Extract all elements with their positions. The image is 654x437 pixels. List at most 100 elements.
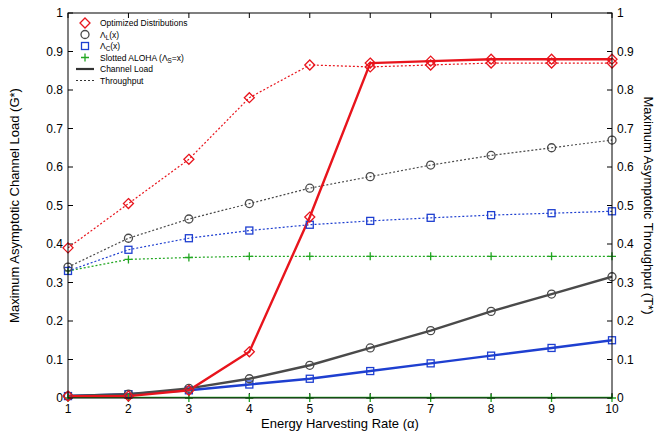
x-tick-label: 4: [246, 402, 253, 416]
y2-tick: [607, 128, 612, 129]
series-marker: [306, 184, 314, 192]
series-marker: [367, 217, 374, 224]
legend-marker: [81, 31, 89, 39]
x-tick: [249, 13, 250, 18]
series-marker: [306, 361, 314, 369]
series-marker: [245, 252, 253, 260]
legend-label: Optimized Distributions: [100, 18, 187, 28]
series-marker: [184, 385, 194, 395]
series-marker: [427, 327, 435, 335]
y-tick-label: 0.7: [46, 122, 63, 136]
series-marker: [123, 199, 133, 209]
series-marker: [486, 54, 496, 64]
y-tick-label: 0.9: [46, 45, 63, 59]
x-tick: [491, 13, 492, 18]
y2-tick-label: 0.3: [617, 276, 634, 290]
series-marker: [548, 290, 556, 298]
series-line: [68, 59, 612, 396]
plot-frame: [68, 13, 612, 398]
chart: 1234567891000.10.20.30.40.50.60.70.80.91…: [0, 0, 654, 437]
series-marker: [488, 352, 495, 359]
y-tick: [68, 282, 73, 283]
series-marker: [548, 344, 555, 351]
x-tick: [370, 13, 371, 18]
series-marker: [245, 375, 253, 383]
series-marker: [365, 58, 375, 68]
series-marker: [367, 368, 374, 375]
y-tick-label: 0.5: [46, 199, 63, 213]
series-marker: [427, 360, 434, 367]
y-tick-label: 0.4: [46, 237, 63, 251]
legend-label: ΛC(x): [100, 41, 120, 52]
series-line: [68, 140, 612, 267]
series-marker: [305, 212, 315, 222]
series-marker: [487, 252, 495, 260]
y-tick-label: 0: [56, 391, 63, 405]
y-tick-label: 0.2: [46, 314, 63, 328]
y2-tick: [607, 51, 612, 52]
series-marker: [246, 227, 253, 234]
legend-marker: [80, 18, 90, 28]
y2-tick: [607, 167, 612, 168]
series-marker: [184, 154, 194, 164]
y2-tick-label: 0: [617, 391, 624, 405]
x-tick-label: 1: [65, 402, 72, 416]
series-marker: [548, 210, 555, 217]
y2-tick-label: 0.2: [617, 314, 634, 328]
y-tick-label: 1: [56, 6, 63, 20]
y2-tick-label: 0.1: [617, 353, 634, 367]
legend-marker: [81, 54, 89, 62]
legend-label: Channel Load: [100, 64, 153, 74]
y-tick-label: 0.6: [46, 160, 63, 174]
series-marker: [547, 54, 557, 64]
series-marker: [124, 234, 132, 242]
series-line: [68, 277, 612, 396]
series-marker: [244, 347, 254, 357]
y-tick: [68, 128, 73, 129]
y2-tick-label: 0.4: [617, 237, 634, 251]
plot-lines: [68, 59, 612, 398]
y2-tick-label: 0.7: [617, 122, 634, 136]
series-marker: [488, 212, 495, 219]
series-marker: [123, 391, 133, 401]
series-marker: [306, 252, 314, 260]
series-marker: [366, 252, 374, 260]
series-marker: [427, 161, 435, 169]
series-marker: [125, 246, 132, 253]
series-marker: [426, 60, 436, 70]
y-tick: [68, 205, 73, 206]
series-line: [68, 63, 612, 248]
y-tick: [68, 90, 73, 91]
y-tick: [68, 321, 73, 322]
legend-line-sample: [76, 80, 94, 81]
series-marker: [427, 214, 434, 221]
y-tick: [68, 359, 73, 360]
y-tick-label: 0.8: [46, 83, 63, 97]
y-tick: [68, 51, 73, 52]
series-marker: [245, 200, 253, 208]
series-marker: [306, 375, 313, 382]
x-tick-label: 3: [186, 402, 193, 416]
series-marker: [547, 58, 557, 68]
series-line: [68, 256, 612, 271]
y2-tick-label: 0.5: [617, 199, 634, 213]
plot-markers: [63, 54, 617, 402]
series-marker: [548, 144, 556, 152]
y2-tick: [607, 282, 612, 283]
x-tick-label: 7: [427, 402, 434, 416]
x-tick-label: 9: [548, 402, 555, 416]
series-marker: [427, 252, 435, 260]
legend-label: Slotted ALOHA (ΛS=x): [100, 53, 184, 64]
x-tick-label: 8: [488, 402, 495, 416]
y2-tick: [607, 359, 612, 360]
y2-tick: [607, 321, 612, 322]
y2-tick-label: 1: [617, 6, 624, 20]
series-line: [68, 340, 612, 396]
series-marker: [365, 62, 375, 72]
series-marker: [305, 60, 315, 70]
y2-tick-label: 0.9: [617, 45, 634, 59]
series-line: [68, 211, 612, 271]
y2-tick-label: 0.6: [617, 160, 634, 174]
y2-tick: [607, 244, 612, 245]
y2-tick: [607, 90, 612, 91]
